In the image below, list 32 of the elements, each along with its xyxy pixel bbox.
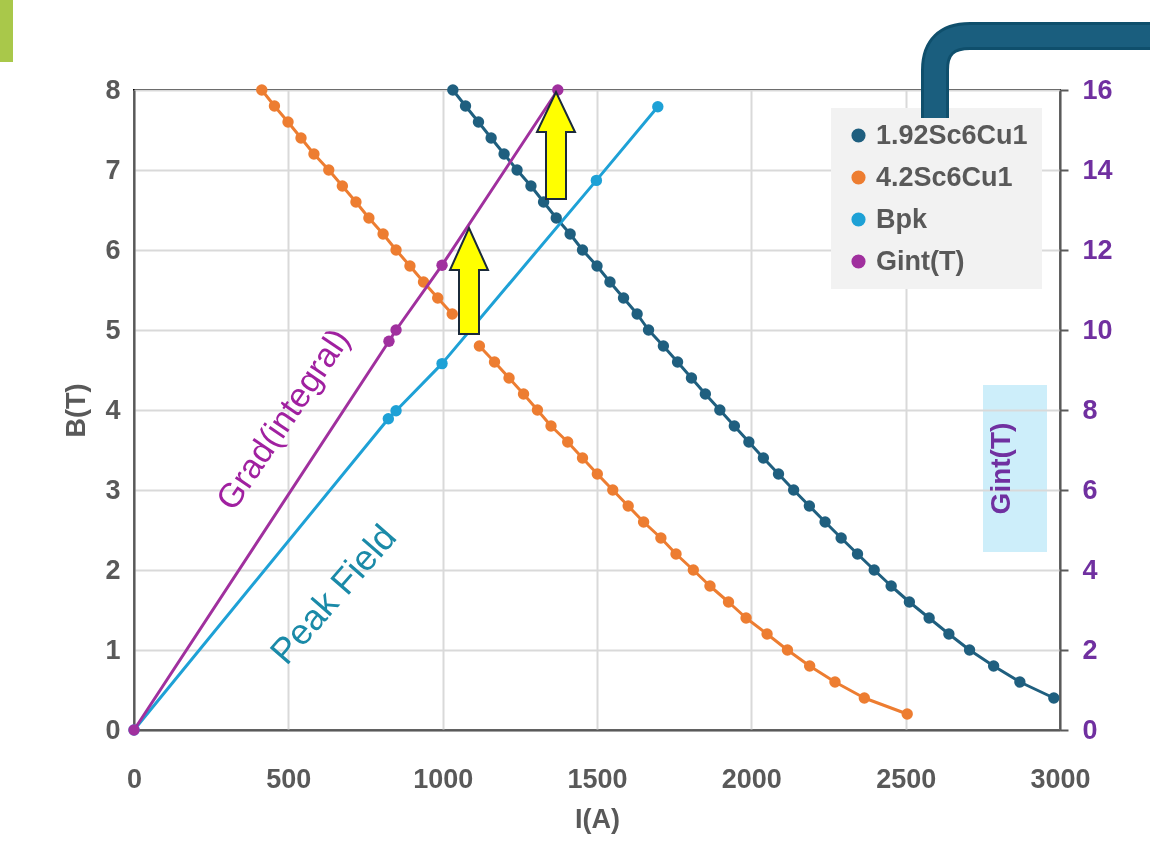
y2-tick-label: 14 <box>1082 154 1113 185</box>
x-tick-label: 1000 <box>413 763 474 794</box>
x-tick-label: 0 <box>126 763 143 794</box>
y2-axis-title: Gint(T) <box>984 422 1016 515</box>
y2-tick-label: 0 <box>1082 714 1098 745</box>
y2-tick-label: 12 <box>1082 234 1113 265</box>
y-tick-label: 7 <box>105 154 121 185</box>
x-tick-label: 500 <box>266 763 312 794</box>
y2-tick-label: 2 <box>1082 634 1098 665</box>
x-tick-label: 3000 <box>1030 763 1091 794</box>
y-tick-label: 3 <box>105 474 121 505</box>
x-tick-label: 2000 <box>721 763 782 794</box>
x-axis-title: I(A) <box>575 803 620 834</box>
y-tick-label: 8 <box>105 74 121 105</box>
y2-tick-label: 8 <box>1082 394 1098 425</box>
y-tick-label: 5 <box>105 314 121 345</box>
x-tick-label: 2500 <box>876 763 937 794</box>
legend-label: Gint(T) <box>876 245 965 276</box>
y-tick-label: 1 <box>105 634 121 665</box>
legend-label: Bpk <box>876 203 928 234</box>
y-axis-title: B(T) <box>61 383 92 438</box>
legend-label: 1.92Sc6Cu1 <box>876 119 1028 150</box>
y-tick-label: 4 <box>105 394 121 425</box>
y2-tick-label: 16 <box>1082 74 1113 105</box>
y-tick-label: 0 <box>105 714 121 745</box>
y-tick-label: 6 <box>105 234 121 265</box>
y-tick-label: 2 <box>105 554 121 585</box>
legend-label: 4.2Sc6Cu1 <box>876 161 1013 192</box>
y2-tick-label: 4 <box>1082 554 1098 585</box>
y2-tick-label: 10 <box>1082 314 1113 345</box>
y2-tick-label: 6 <box>1082 474 1098 505</box>
x-tick-label: 1500 <box>567 763 628 794</box>
